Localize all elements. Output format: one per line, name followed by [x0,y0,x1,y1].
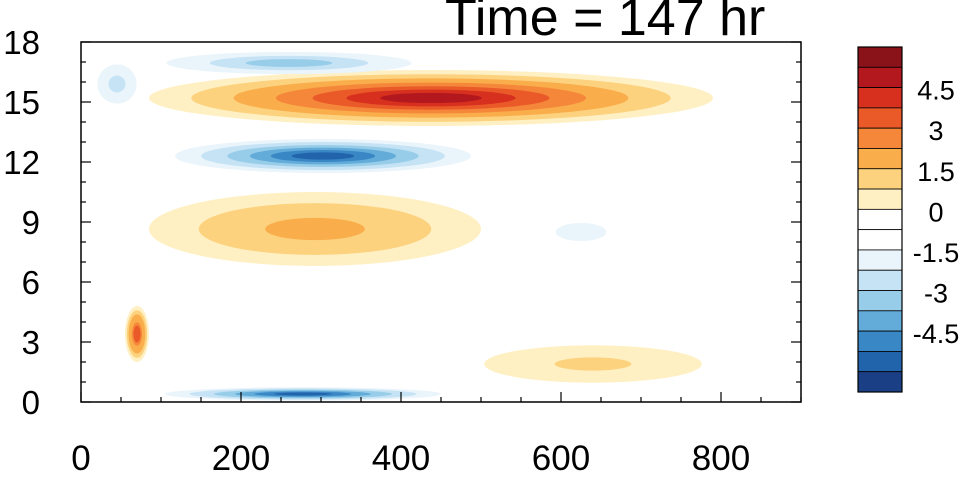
colorbar-swatch [857,168,903,190]
feature-7-contour-6 [134,328,140,340]
colorbar-swatch [857,249,903,271]
feature-8-contour-6 [111,78,123,90]
colorbar-swatch [857,188,903,210]
chart-title: Time = 147 hr [445,0,766,47]
x-tick-label: 200 [212,439,270,473]
y-tick-label: 15 [3,84,40,121]
x-axis: 0 200 400 600 800 [71,392,802,478]
colorbar-label: 4.5 [917,76,955,106]
x-tick-label: 600 [532,439,590,473]
feature-5-contour-6 [569,360,617,368]
y-tick-label: 12 [3,144,40,181]
colorbar-label: -3 [924,279,948,309]
x-tick-label: 0 [71,439,90,473]
y-tick-label: 3 [22,324,40,361]
colorbar-swatch [857,87,903,109]
colorbar-frame [857,46,903,393]
feature-6-contour-6 [555,223,607,241]
y-tick-label: 0 [22,384,40,421]
x-tick-label: 800 [692,439,750,473]
feature-3-contour-6 [273,392,333,396]
colorbar-swatch [857,127,903,149]
feature-1-contour-6 [291,152,355,160]
colorbar-swatch [857,208,903,231]
colorbar-swatch [857,46,903,68]
heatmap-field [97,51,713,401]
y-axis: 0 3 6 9 12 15 18 [3,24,801,421]
colorbar-label: 1.5 [917,157,955,187]
colorbar-swatch [857,229,903,251]
colorbar-label: -4.5 [913,319,960,349]
y-tick-label: 18 [3,24,40,61]
colorbar-swatch [857,148,903,170]
colorbar-swatch [857,290,903,312]
colorbar-swatch [857,107,903,129]
feature-2-contour-6 [263,60,315,66]
y-tick-label: 9 [22,204,40,241]
colorbar-swatch [857,310,903,332]
colorbar-label: -1.5 [913,238,960,268]
colorbar-swatch [857,66,903,88]
feature-4-contour-6 [285,222,345,236]
feature-0-contour-6 [380,92,482,104]
colorbar-swatch [857,351,903,373]
colorbar-label: 3 [928,116,943,146]
colorbar-label: 0 [928,197,943,227]
y-tick-label: 6 [22,264,40,301]
colorbar-swatch [857,371,903,393]
colorbar: 4.5 3 1.5 0 -1.5 -3 -4.5 [857,46,960,393]
colorbar-swatch [857,269,903,291]
x-tick-label: 400 [372,439,430,473]
colorbar-swatch [857,330,903,352]
